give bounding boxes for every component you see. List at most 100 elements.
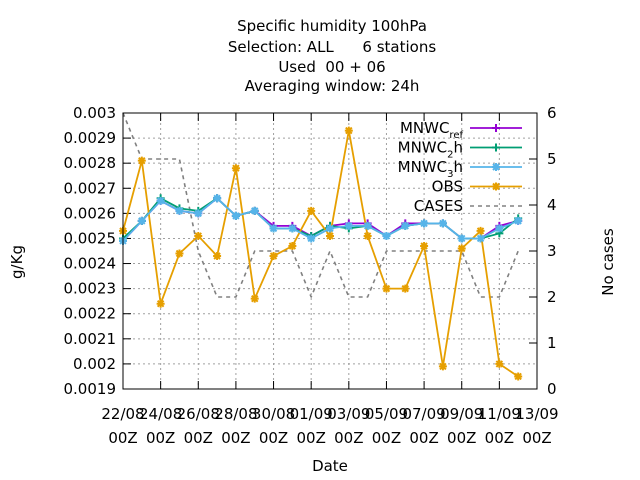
data-point [495, 359, 504, 368]
star-marker [438, 362, 447, 371]
legend-item: MNWC3h [398, 158, 522, 180]
data-point [476, 226, 485, 235]
star-marker [326, 224, 334, 233]
y-tick-label: 0.0029 [64, 129, 117, 147]
data-point [382, 231, 391, 240]
data-point [175, 249, 184, 258]
data-point [156, 299, 165, 308]
data-point [231, 211, 240, 220]
x-tick-label-hour: 00Z [221, 429, 250, 447]
x-tick-label: 11/09 [478, 405, 521, 423]
x-tick-label-hour: 00Z [296, 429, 325, 447]
star-marker [307, 206, 316, 215]
data-point [175, 206, 184, 215]
x-tick-label: 03/09 [327, 405, 370, 423]
plus-marker [492, 124, 500, 132]
x-tick-label: 13/09 [515, 405, 558, 423]
y-tick-label: 0.0028 [64, 154, 117, 172]
y-tick-label: 0.0021 [64, 330, 117, 348]
star-marker [250, 206, 259, 215]
data-point [401, 284, 410, 293]
x-tick-label-hour: 00Z [447, 429, 476, 447]
data-point [194, 231, 203, 240]
star-marker [269, 224, 278, 233]
star-marker [326, 231, 334, 240]
x-axis-label: Date [312, 457, 348, 475]
star-marker [288, 224, 297, 233]
series-line [122, 112, 519, 298]
y-tick-label: 0.0024 [64, 255, 117, 273]
star-marker [344, 221, 353, 230]
legend-item: OBS [432, 178, 522, 196]
star-marker [213, 194, 222, 203]
legend-item: CASES [414, 197, 522, 215]
star-marker [194, 209, 203, 218]
x-tick-label-hour: 00Z [485, 429, 514, 447]
plus-marker [492, 143, 500, 152]
x-tick-label-hour: 00Z [184, 429, 213, 447]
x-tick-label: 30/08 [252, 405, 295, 423]
y-tick-label: 0.0023 [64, 280, 117, 298]
data-point [382, 284, 391, 293]
title-line-3: Used 00 + 06 [278, 58, 385, 76]
chart-title: Specific humidity 100hPa Selection: ALL … [228, 17, 436, 95]
data-point [307, 234, 316, 243]
title-line-1: Specific humidity 100hPa [237, 17, 427, 35]
data-point [250, 294, 259, 303]
x-tick-label: 28/08 [214, 405, 257, 423]
star-marker [213, 252, 222, 261]
grid-lines [123, 113, 537, 389]
star-marker [307, 234, 316, 243]
y2-tick-label: 5 [547, 150, 557, 168]
star-marker [156, 196, 165, 205]
series-line [122, 129, 519, 378]
star-marker [231, 164, 240, 173]
data-point [344, 221, 353, 230]
data-point [307, 206, 316, 215]
star-marker [156, 299, 165, 308]
data-point [288, 224, 297, 233]
data-point [495, 224, 504, 233]
x-tick-label: 09/09 [440, 405, 483, 423]
y-tick-label: 0.0025 [64, 229, 117, 247]
star-marker [137, 216, 146, 225]
data-point [514, 372, 523, 381]
star-marker [495, 359, 504, 368]
data-point [137, 216, 146, 225]
star-marker [476, 226, 485, 235]
y2-tick-label: 1 [547, 334, 557, 352]
data-point [269, 224, 278, 233]
star-marker [344, 126, 353, 135]
data-point [213, 194, 222, 203]
x-tick-label-hour: 00Z [334, 429, 363, 447]
data-point [363, 231, 372, 240]
data-point [476, 234, 485, 243]
star-marker [514, 216, 523, 225]
data-point [438, 219, 447, 228]
y2-tick-label: 2 [547, 288, 557, 306]
data-point [269, 252, 278, 261]
y2-tick-label: 6 [547, 104, 557, 122]
series-layer [119, 112, 523, 381]
series-line [122, 197, 519, 242]
legend-label: MNWC2h [398, 139, 463, 161]
star-marker [250, 294, 259, 303]
star-marker [457, 244, 466, 253]
data-point [420, 219, 429, 228]
plot-frame [122, 112, 538, 390]
star-marker [495, 224, 504, 233]
data-point [363, 221, 372, 230]
star-marker [492, 182, 500, 191]
title-line-2: Selection: ALL 6 stations [228, 38, 436, 56]
star-marker [514, 372, 523, 381]
legend-label: OBS [432, 178, 463, 196]
data-point [231, 164, 240, 173]
star-marker [194, 231, 203, 240]
data-point [250, 206, 259, 215]
star-marker [401, 221, 410, 230]
y-axis-label: g/Kg [8, 245, 26, 279]
data-point [514, 216, 523, 225]
star-marker [175, 206, 184, 215]
star-marker [492, 163, 500, 171]
